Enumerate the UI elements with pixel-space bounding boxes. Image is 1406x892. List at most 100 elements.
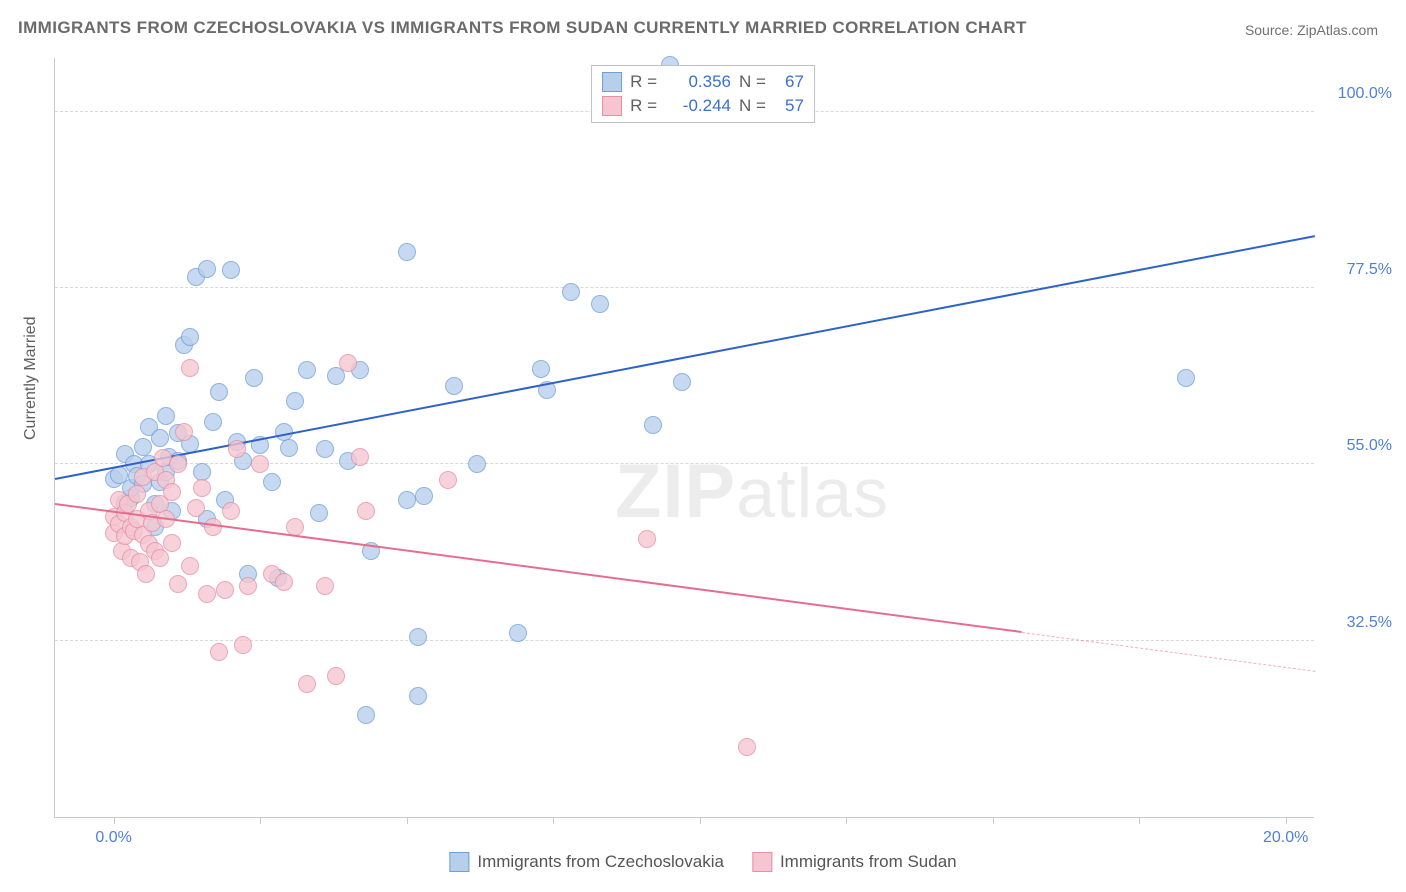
scatter-point xyxy=(163,534,181,552)
scatter-point xyxy=(439,471,457,489)
legend-series-item: Immigrants from Sudan xyxy=(752,852,957,872)
scatter-point xyxy=(638,530,656,548)
legend-r-value: 0.356 xyxy=(665,72,731,92)
scatter-point xyxy=(193,479,211,497)
scatter-point xyxy=(310,504,328,522)
legend-swatch xyxy=(449,852,469,872)
chart-plot-area: ZIPatlas 32.5%55.0%77.5%100.0%0.0%20.0% xyxy=(54,58,1314,818)
scatter-point xyxy=(738,738,756,756)
scatter-point xyxy=(222,261,240,279)
x-tick xyxy=(846,817,847,824)
scatter-point xyxy=(409,628,427,646)
scatter-point xyxy=(351,448,369,466)
trend-line xyxy=(1022,632,1315,672)
scatter-point xyxy=(137,565,155,583)
scatter-point xyxy=(298,361,316,379)
y-axis-label: Currently Married xyxy=(22,316,40,440)
x-tick xyxy=(700,817,701,824)
page-title: IMMIGRANTS FROM CZECHOSLOVAKIA VS IMMIGR… xyxy=(18,18,1027,38)
legend-correlation-row: R = -0.244 N = 57 xyxy=(602,94,804,118)
x-tick xyxy=(114,817,115,824)
scatter-point xyxy=(327,667,345,685)
scatter-point xyxy=(673,373,691,391)
scatter-point xyxy=(210,383,228,401)
scatter-point xyxy=(204,413,222,431)
scatter-point xyxy=(415,487,433,505)
legend-r-value: -0.244 xyxy=(665,96,731,116)
scatter-point xyxy=(134,438,152,456)
scatter-point xyxy=(234,636,252,654)
scatter-point xyxy=(445,377,463,395)
y-tick-label: 55.0% xyxy=(1322,437,1392,455)
watermark-text: ZIPatlas xyxy=(615,448,889,535)
source-label: Source: ZipAtlas.com xyxy=(1245,22,1378,38)
x-tick-label: 20.0% xyxy=(1263,829,1308,847)
scatter-point xyxy=(181,328,199,346)
legend-swatch xyxy=(602,72,622,92)
scatter-point xyxy=(228,440,246,458)
scatter-point xyxy=(562,283,580,301)
legend-swatch xyxy=(752,852,772,872)
legend-correlation: R = 0.356 N = 67R = -0.244 N = 57 xyxy=(591,65,815,123)
scatter-point xyxy=(222,502,240,520)
legend-swatch xyxy=(602,96,622,116)
scatter-point xyxy=(280,439,298,457)
scatter-point xyxy=(298,675,316,693)
scatter-point xyxy=(187,499,205,517)
scatter-point xyxy=(591,295,609,313)
scatter-point xyxy=(198,260,216,278)
scatter-point xyxy=(398,491,416,509)
scatter-point xyxy=(245,369,263,387)
scatter-point xyxy=(275,573,293,591)
legend-n-value: 57 xyxy=(774,96,804,116)
legend-series: Immigrants from Czechoslovakia Immigrants… xyxy=(449,852,956,872)
x-tick xyxy=(993,817,994,824)
scatter-point xyxy=(357,502,375,520)
legend-r-label: R = xyxy=(630,96,657,116)
scatter-point xyxy=(181,557,199,575)
scatter-point xyxy=(216,581,234,599)
scatter-point xyxy=(175,423,193,441)
scatter-point xyxy=(509,624,527,642)
scatter-point xyxy=(181,359,199,377)
scatter-point xyxy=(357,706,375,724)
scatter-point xyxy=(169,455,187,473)
scatter-point xyxy=(151,429,169,447)
scatter-point xyxy=(204,518,222,536)
scatter-point xyxy=(275,423,293,441)
scatter-point xyxy=(532,360,550,378)
y-tick-label: 77.5% xyxy=(1322,261,1392,279)
legend-n-value: 67 xyxy=(774,72,804,92)
legend-series-item: Immigrants from Czechoslovakia xyxy=(449,852,724,872)
y-tick-label: 100.0% xyxy=(1322,85,1392,103)
legend-correlation-row: R =0.356N =67 xyxy=(602,70,804,94)
scatter-point xyxy=(316,440,334,458)
scatter-point xyxy=(239,577,257,595)
scatter-point xyxy=(210,643,228,661)
scatter-point xyxy=(1177,369,1195,387)
scatter-point xyxy=(409,687,427,705)
scatter-point xyxy=(644,416,662,434)
legend-series-label: Immigrants from Sudan xyxy=(780,852,957,872)
scatter-point xyxy=(151,549,169,567)
scatter-point xyxy=(286,392,304,410)
x-tick xyxy=(1286,817,1287,824)
legend-r-label: R = xyxy=(630,72,657,92)
gridline xyxy=(55,287,1314,288)
x-tick xyxy=(260,817,261,824)
scatter-point xyxy=(398,243,416,261)
x-tick-label: 0.0% xyxy=(95,829,131,847)
scatter-point xyxy=(316,577,334,595)
legend-n-label: N = xyxy=(739,96,766,116)
legend-series-label: Immigrants from Czechoslovakia xyxy=(477,852,724,872)
scatter-point xyxy=(339,354,357,372)
x-tick xyxy=(1139,817,1140,824)
x-tick xyxy=(553,817,554,824)
scatter-point xyxy=(263,473,281,491)
scatter-point xyxy=(198,585,216,603)
x-tick xyxy=(407,817,408,824)
scatter-point xyxy=(157,407,175,425)
scatter-point xyxy=(251,455,269,473)
scatter-point xyxy=(468,455,486,473)
scatter-point xyxy=(163,483,181,501)
